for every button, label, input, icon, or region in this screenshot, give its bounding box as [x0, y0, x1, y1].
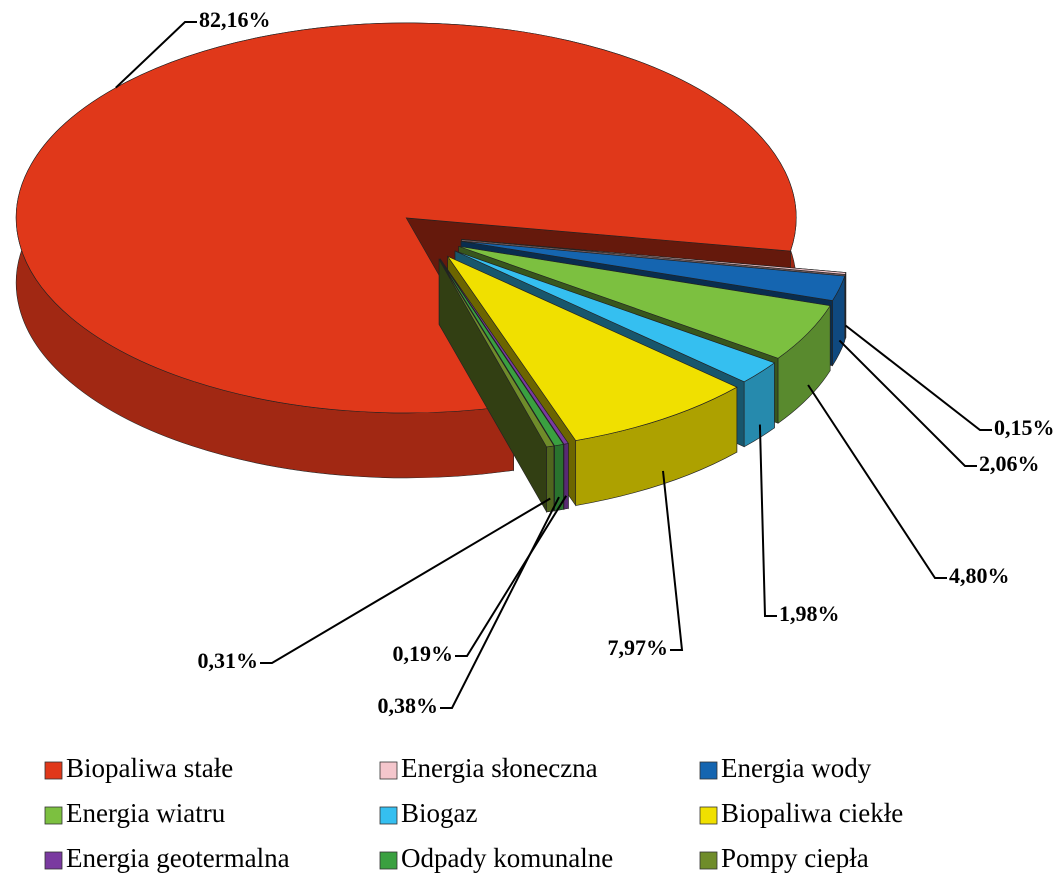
slice: [461, 239, 847, 275]
legend-swatch: [699, 806, 718, 825]
data-label: 0,31%: [198, 648, 259, 673]
leader-line: [115, 21, 197, 89]
data-label: 0,38%: [378, 693, 439, 718]
legend-label: Biopaliwa stałe: [66, 753, 233, 783]
slice-wall: [844, 272, 847, 340]
legend-swatch: [379, 851, 398, 870]
legend-swatch: [379, 806, 398, 825]
leader-line: [807, 384, 947, 579]
leader-line: [455, 495, 568, 657]
legend-swatch: [699, 761, 718, 780]
legend-label: Energia geotermalna: [66, 843, 290, 873]
legend-label: Energia wiatru: [66, 798, 226, 828]
leader-line: [758, 424, 777, 617]
leader-line: [662, 470, 684, 651]
legend-label: Biopaliwa ciekłe: [721, 798, 903, 828]
slice: [460, 240, 846, 301]
legend-label: Biogaz: [401, 798, 477, 828]
legend-swatch: [699, 851, 718, 870]
legend-label: Odpady komunalne: [401, 843, 613, 873]
slice: [454, 250, 776, 383]
legend-label: Pompy ciepła: [721, 843, 869, 873]
slice-wall: [546, 445, 555, 513]
data-label: 82,16%: [199, 7, 271, 32]
leader-line: [260, 497, 551, 664]
data-label: 0,19%: [393, 641, 454, 666]
leader-line: [844, 324, 992, 431]
leader-line: [440, 496, 560, 709]
slice: [458, 246, 831, 359]
data-label: 0,15%: [994, 415, 1055, 440]
data-label: 4,80%: [949, 563, 1010, 588]
leader-line: [838, 339, 977, 467]
slice: [440, 259, 569, 445]
data-label: 2,06%: [979, 451, 1040, 476]
legend-swatch: [44, 806, 63, 825]
legend-swatch: [44, 851, 63, 870]
slice: [439, 259, 564, 447]
legend-label: Energia wody: [721, 753, 872, 783]
slice: [438, 258, 555, 514]
slice: [446, 255, 738, 441]
data-label: 1,98%: [779, 601, 840, 626]
data-label: 7,97%: [608, 635, 669, 660]
slice: [438, 259, 555, 448]
legend-label: Energia słoneczna: [401, 753, 598, 783]
legend-swatch: [379, 761, 398, 780]
legend-swatch: [44, 761, 63, 780]
